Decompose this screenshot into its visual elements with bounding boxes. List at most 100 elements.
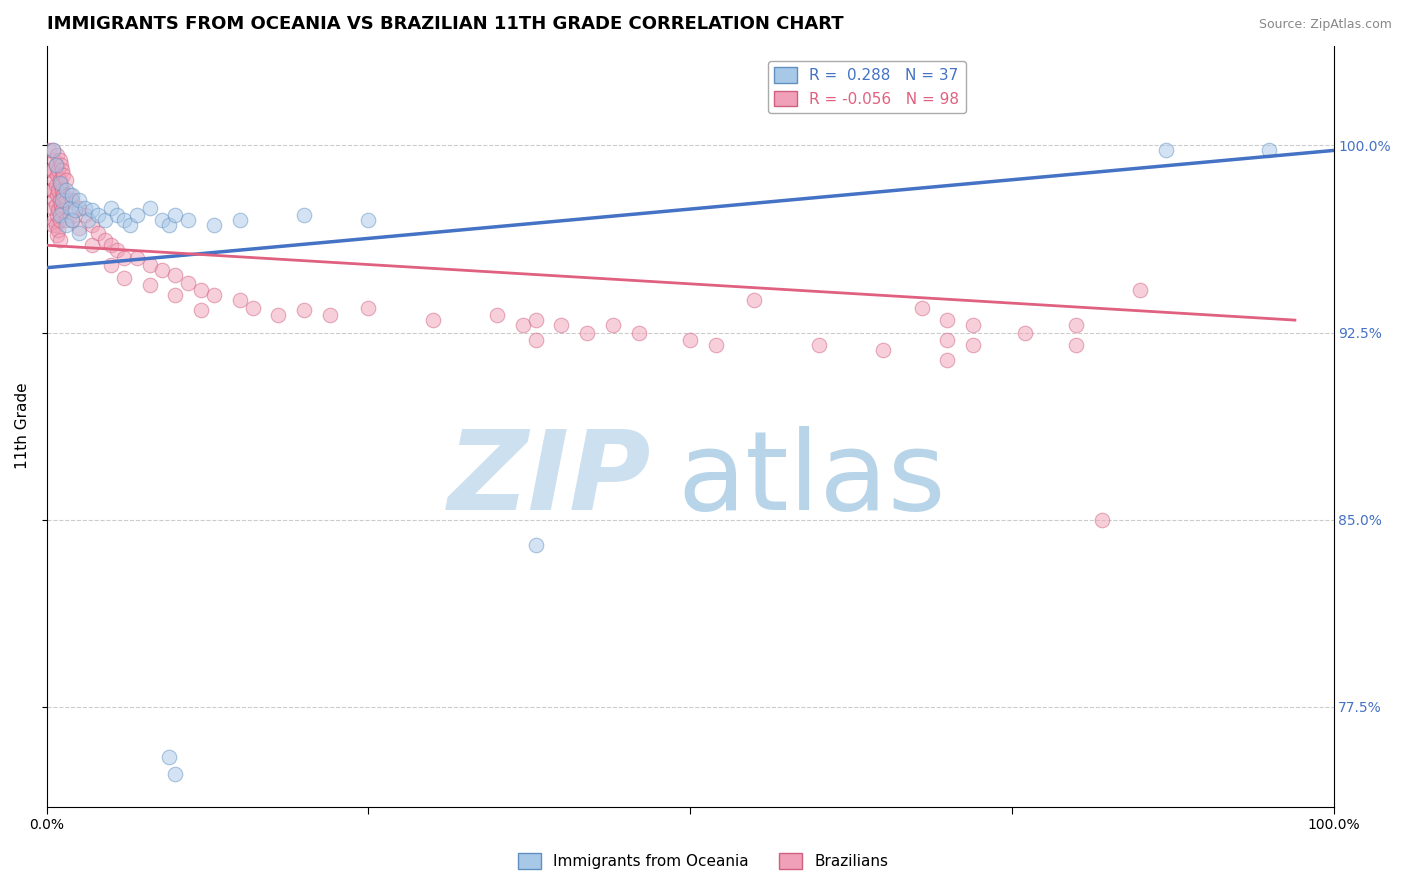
Point bbox=[48, 173, 70, 187]
Point bbox=[93, 233, 115, 247]
Point bbox=[138, 201, 160, 215]
Point bbox=[422, 313, 444, 327]
Point bbox=[67, 220, 90, 235]
Point bbox=[100, 238, 122, 252]
Point bbox=[807, 338, 830, 352]
Point bbox=[157, 219, 180, 233]
Point bbox=[75, 208, 97, 222]
Point bbox=[80, 238, 103, 252]
Point bbox=[60, 213, 83, 227]
Point bbox=[60, 213, 83, 227]
Point bbox=[63, 203, 86, 218]
Point bbox=[46, 169, 69, 183]
Point bbox=[80, 203, 103, 218]
Point bbox=[357, 213, 380, 227]
Point bbox=[292, 303, 315, 318]
Point bbox=[44, 173, 66, 187]
Point bbox=[93, 213, 115, 227]
Point bbox=[46, 208, 69, 222]
Point bbox=[60, 188, 83, 202]
Point bbox=[44, 153, 66, 168]
Point bbox=[42, 183, 65, 197]
Legend: Immigrants from Oceania, Brazilians: Immigrants from Oceania, Brazilians bbox=[512, 847, 894, 875]
Point bbox=[138, 278, 160, 293]
Point bbox=[60, 194, 83, 208]
Point bbox=[112, 213, 135, 227]
Point bbox=[1129, 283, 1152, 297]
Point bbox=[190, 283, 212, 297]
Point bbox=[911, 301, 934, 315]
Point bbox=[44, 213, 66, 227]
Point bbox=[112, 251, 135, 265]
Point bbox=[51, 194, 73, 208]
Point bbox=[45, 198, 67, 212]
Point bbox=[55, 183, 77, 197]
Point bbox=[75, 201, 97, 215]
Point bbox=[744, 293, 766, 307]
Point bbox=[100, 201, 122, 215]
Point bbox=[38, 144, 60, 158]
Point bbox=[55, 194, 77, 208]
Point bbox=[125, 208, 148, 222]
Point bbox=[49, 198, 72, 212]
Point bbox=[228, 213, 250, 227]
Point bbox=[46, 163, 69, 178]
Point bbox=[42, 144, 65, 158]
Point bbox=[165, 767, 187, 781]
Point bbox=[46, 148, 69, 162]
Point bbox=[524, 538, 547, 552]
Point bbox=[48, 208, 70, 222]
Point bbox=[59, 188, 82, 202]
Point bbox=[67, 194, 90, 208]
Point bbox=[1091, 513, 1114, 527]
Point bbox=[704, 338, 727, 352]
Point bbox=[1154, 144, 1177, 158]
Point bbox=[1258, 144, 1281, 158]
Point bbox=[157, 749, 180, 764]
Point bbox=[152, 213, 174, 227]
Point bbox=[292, 208, 315, 222]
Point bbox=[45, 158, 67, 172]
Point bbox=[177, 213, 200, 227]
Point bbox=[357, 301, 380, 315]
Point bbox=[52, 188, 75, 202]
Point bbox=[42, 144, 65, 158]
Point bbox=[67, 226, 90, 240]
Point bbox=[228, 293, 250, 307]
Point bbox=[202, 219, 225, 233]
Point bbox=[1064, 338, 1087, 352]
Text: Source: ZipAtlas.com: Source: ZipAtlas.com bbox=[1258, 18, 1392, 31]
Point bbox=[872, 343, 894, 357]
Point bbox=[46, 188, 69, 202]
Point bbox=[76, 213, 98, 227]
Point bbox=[46, 228, 69, 243]
Point bbox=[190, 303, 212, 318]
Point bbox=[107, 244, 129, 258]
Point bbox=[45, 219, 67, 233]
Point bbox=[165, 268, 187, 283]
Point bbox=[550, 318, 572, 332]
Point bbox=[80, 219, 103, 233]
Text: atlas: atlas bbox=[678, 425, 946, 533]
Point bbox=[55, 219, 77, 233]
Point bbox=[48, 233, 70, 247]
Point bbox=[627, 326, 650, 340]
Point bbox=[87, 226, 110, 240]
Point bbox=[524, 313, 547, 327]
Point bbox=[100, 258, 122, 272]
Y-axis label: 11th Grade: 11th Grade bbox=[15, 383, 30, 469]
Point bbox=[602, 318, 624, 332]
Point bbox=[87, 208, 110, 222]
Point bbox=[125, 251, 148, 265]
Point bbox=[242, 301, 264, 315]
Point bbox=[42, 201, 65, 215]
Point bbox=[107, 208, 129, 222]
Point bbox=[112, 270, 135, 285]
Point bbox=[512, 318, 534, 332]
Point bbox=[48, 213, 70, 227]
Point bbox=[45, 158, 67, 172]
Point bbox=[44, 194, 66, 208]
Point bbox=[138, 258, 160, 272]
Legend: R =  0.288   N = 37, R = -0.056   N = 98: R = 0.288 N = 37, R = -0.056 N = 98 bbox=[768, 61, 966, 112]
Point bbox=[165, 288, 187, 302]
